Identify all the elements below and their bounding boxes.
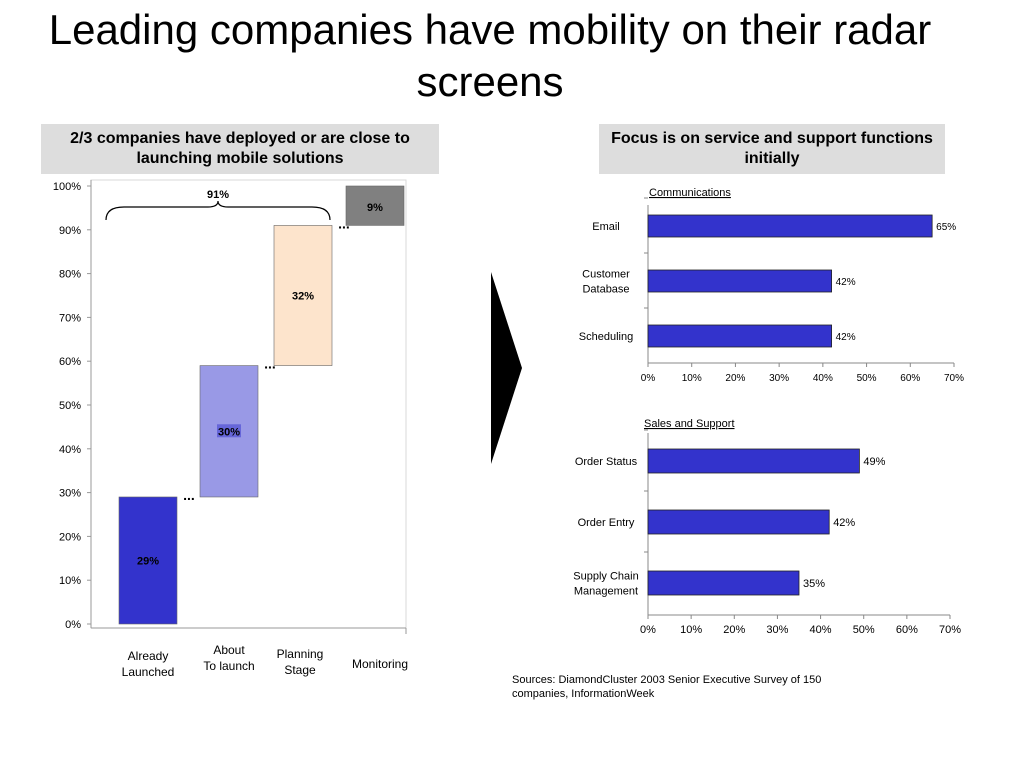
x-category-label: To launch [203, 659, 254, 673]
sources-note: Sources: DiamondCluster 2003 Senior Exec… [512, 674, 822, 700]
data-label: 29% [137, 555, 159, 567]
y-tick-label: 10% [59, 575, 81, 587]
chart-title: Communications [649, 187, 731, 199]
x-tick-label: 50% [853, 624, 875, 636]
x-tick-label: 20% [725, 373, 745, 384]
y-tick-label: 40% [59, 444, 81, 456]
brace [105, 200, 331, 221]
x-tick-label: 70% [944, 373, 964, 384]
x-category-label: Planning [277, 647, 324, 661]
bar [647, 448, 860, 474]
x-tick-label: 70% [939, 624, 961, 636]
arrow-shape [491, 272, 522, 464]
y-category-label: Email [592, 221, 620, 233]
data-label: 42% [833, 517, 855, 529]
page-title: Leading companies have mobility on their… [48, 6, 932, 105]
x-tick-label: 40% [813, 373, 833, 384]
waterfall-bar [273, 225, 333, 366]
x-category-label: Launched [122, 665, 175, 679]
connector-dots: ... [264, 356, 276, 372]
y-category-label: Management [574, 586, 638, 598]
data-label: 32% [292, 291, 314, 303]
data-label: 65% [936, 222, 956, 233]
y-tick-label: 100% [53, 181, 81, 193]
y-category-label: Database [582, 284, 629, 296]
bar [647, 214, 933, 238]
x-tick-label: 20% [723, 624, 745, 636]
data-label-bg [217, 424, 241, 438]
chart-title: Sales and Support [644, 418, 735, 430]
y-tick-label: 80% [59, 269, 81, 281]
y-tick-label: 90% [59, 225, 81, 237]
connector-dots: ... [183, 487, 195, 503]
y-category-label: Customer [582, 269, 630, 281]
bar [647, 509, 830, 535]
right-panel-header-text: Focus is on service and support function… [611, 130, 933, 167]
y-category-label: Order Entry [578, 517, 635, 529]
bar [647, 324, 833, 348]
bar [647, 269, 833, 293]
brace-label: 91% [207, 189, 229, 201]
waterfall-bar [199, 365, 259, 498]
x-tick-label: 0% [640, 624, 656, 636]
y-tick-label: 30% [59, 488, 81, 500]
y-category-label: Order Status [575, 456, 638, 468]
x-tick-label: 30% [769, 373, 789, 384]
bar [647, 570, 800, 596]
data-label: 9% [367, 202, 383, 214]
y-category-label: Scheduling [579, 331, 633, 343]
x-tick-label: 10% [680, 624, 702, 636]
x-tick-label: 30% [766, 624, 788, 636]
left-panel-header-text: 2/3 companies have deployed or are close… [70, 130, 410, 167]
data-label: 49% [863, 456, 885, 468]
y-tick-label: 0% [65, 619, 81, 631]
x-category-label: About [213, 643, 245, 657]
y-tick-label: 60% [59, 356, 81, 368]
x-tick-label: 50% [857, 373, 877, 384]
x-tick-label: 60% [900, 373, 920, 384]
x-tick-label: 0% [641, 373, 656, 384]
data-label: 35% [803, 578, 825, 590]
y-tick-label: 50% [59, 400, 81, 412]
x-tick-label: 10% [682, 373, 702, 384]
right-panel-header: Focus is on service and support function… [599, 124, 945, 174]
x-category-label: Already [128, 649, 169, 663]
data-label: 30% [218, 426, 240, 438]
data-label: 42% [836, 332, 856, 343]
x-category-label: Monitoring [352, 657, 408, 671]
x-tick-label: 40% [810, 624, 832, 636]
x-category-label: Stage [284, 663, 316, 677]
x-tick-label: 60% [896, 624, 918, 636]
waterfall-bar [118, 496, 178, 625]
connector-dots: ... [338, 215, 350, 231]
y-tick-label: 70% [59, 312, 81, 324]
y-category-label: Supply Chain [573, 571, 638, 583]
y-tick-label: 20% [59, 531, 81, 543]
left-panel-header: 2/3 companies have deployed or are close… [41, 124, 439, 174]
data-label: 42% [836, 277, 856, 288]
waterfall-bar [345, 185, 405, 226]
plot-area [90, 179, 407, 629]
